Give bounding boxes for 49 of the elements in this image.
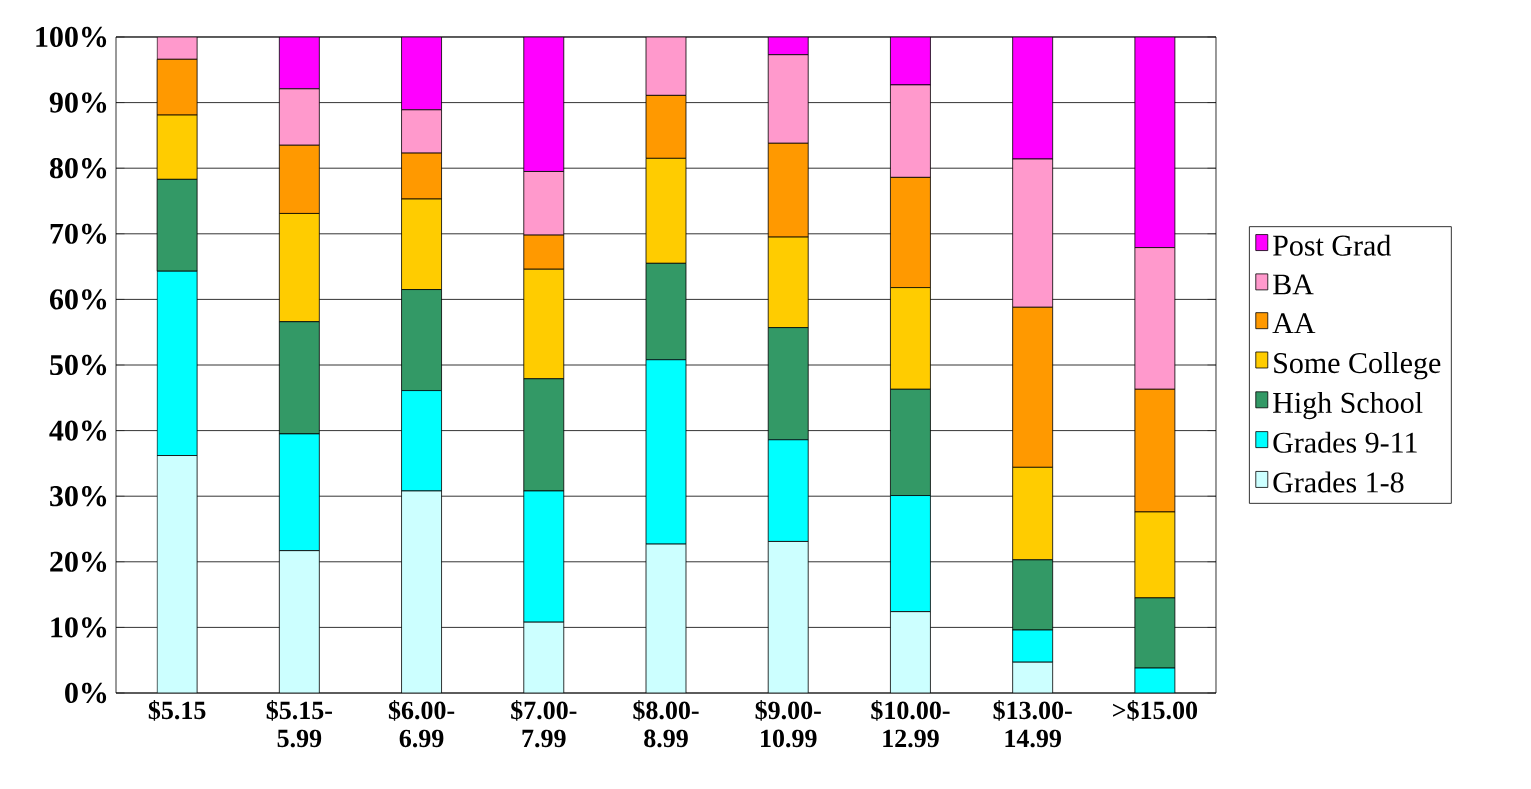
bar: [767, 54, 809, 144]
bar: [890, 495, 931, 613]
x-tick-label: $5.15-5.99: [266, 700, 332, 748]
bar: [890, 84, 931, 178]
bar: [401, 390, 442, 492]
bar: [523, 37, 565, 172]
bar: [645, 37, 687, 96]
bar: [645, 359, 687, 545]
legend-label: Post Grad: [1273, 234, 1391, 256]
bar: [1134, 247, 1176, 390]
y-tick-label: 50%: [50, 354, 107, 376]
y-tick-label: 10%: [51, 617, 107, 638]
legend-label: AA: [1272, 313, 1316, 334]
y-tick-label: 80%: [49, 158, 107, 179]
x-tick-label: $8.00-8.99: [633, 700, 699, 748]
legend-label: Some College: [1274, 352, 1441, 380]
legend-label: Grades 9-11: [1273, 431, 1417, 453]
bar: [278, 88, 320, 146]
y-tick-label: 70%: [50, 223, 107, 244]
bar: [278, 37, 320, 90]
x-tick-label: $9.00-10.99: [755, 700, 821, 748]
bar: [523, 490, 565, 623]
x-tick-label: >$15.00: [1113, 700, 1198, 721]
legend-label: BA: [1273, 274, 1314, 295]
bar: [156, 270, 198, 456]
bar: [278, 433, 320, 552]
x-tick-label: $5.15: [148, 700, 206, 721]
x-tick-label: $6.00-6.99: [388, 700, 455, 748]
bar: [523, 171, 565, 236]
y-tick-label: 90%: [49, 92, 107, 113]
x-tick-label: $10.00-12.99: [871, 700, 950, 748]
y-tick-label: 100%: [36, 26, 107, 48]
bar: [401, 109, 442, 154]
x-tick-label: $13.00-14.99: [993, 700, 1072, 748]
x-tick-label: $7.00-7.99: [511, 700, 577, 748]
y-tick-label: 20%: [50, 551, 107, 572]
bar: [1012, 158, 1054, 308]
y-tick-label: 60%: [49, 289, 107, 310]
y-tick-label: 0%: [65, 682, 107, 704]
y-tick-label: 30%: [50, 486, 107, 507]
bar: [890, 37, 931, 86]
legend-label: High School: [1273, 391, 1423, 420]
bar: [1134, 37, 1176, 248]
legend-label: Grades 1-8: [1273, 471, 1404, 493]
bar: [767, 439, 809, 542]
bar: [1012, 37, 1054, 160]
bar: [401, 37, 442, 111]
y-tick-label: 40%: [49, 420, 107, 441]
bar: [1012, 629, 1054, 663]
